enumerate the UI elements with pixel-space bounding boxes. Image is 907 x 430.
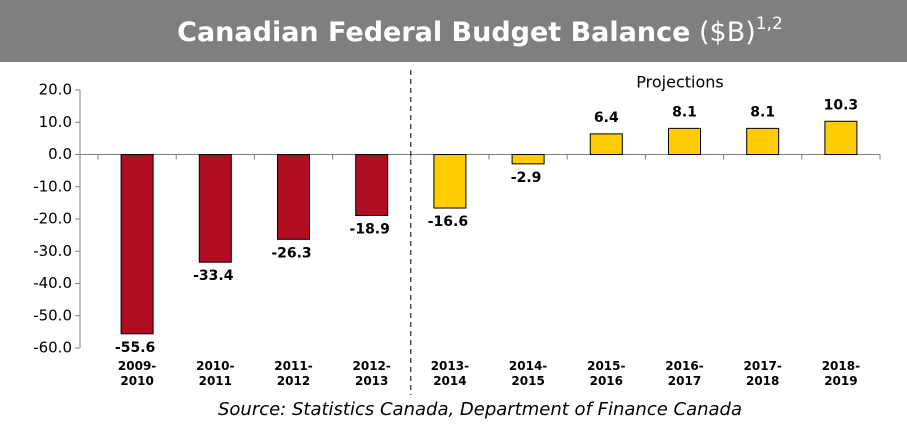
chart-title: Canadian Federal Budget Balance <box>177 17 690 48</box>
bar <box>589 133 623 155</box>
value-label: -16.6 <box>428 214 468 230</box>
x-tick-label: 2018-2019 <box>822 359 860 388</box>
y-tick-label: -40.0 <box>33 274 72 292</box>
value-label: 6.4 <box>594 110 619 126</box>
value-label: 8.1 <box>672 104 697 120</box>
value-label: 8.1 <box>750 104 775 120</box>
chart-title-group: Canadian Federal Budget Balance ($B)1,2 <box>177 14 783 48</box>
bar <box>746 127 780 156</box>
bar <box>355 154 389 216</box>
value-label: -2.9 <box>511 170 542 186</box>
title-unit: ($B) <box>699 17 756 48</box>
y-tick-label: -50.0 <box>33 306 72 324</box>
annotation: Projections <box>636 73 723 92</box>
x-tick-label: 2010-2011 <box>196 359 234 388</box>
value-label: -26.3 <box>271 245 311 261</box>
y-tick-label: 20.0 <box>39 81 72 99</box>
value-label: -18.9 <box>350 221 390 237</box>
x-tick-label: 2016-2017 <box>665 359 703 388</box>
x-tick-label: 2017-2018 <box>744 359 782 388</box>
bar <box>668 127 701 156</box>
y-tick-label: 10.0 <box>39 113 72 131</box>
x-tick-label: 2013-2014 <box>431 359 469 388</box>
x-tick-label: 2014-2015 <box>509 359 547 388</box>
y-tick-label: -20.0 <box>33 210 72 228</box>
title-banner <box>0 0 907 62</box>
value-label: -55.6 <box>115 340 155 356</box>
x-tick-label: 2015-2016 <box>587 359 625 388</box>
source: Source: Statistics Canada, Department of… <box>218 399 742 420</box>
bar <box>511 154 545 165</box>
y-tick-label: -10.0 <box>33 177 72 195</box>
y-tick-label: 0.0 <box>48 145 72 163</box>
x-tick-label: 2011-2012 <box>274 359 312 388</box>
bar <box>120 154 154 335</box>
value-label: -33.4 <box>193 268 234 284</box>
x-tick-label: 2012-2013 <box>353 359 391 388</box>
x-tick-label: 2009-2010 <box>118 359 156 388</box>
bar <box>433 154 467 209</box>
y-tick-label: -60.0 <box>33 339 72 357</box>
bar <box>198 154 232 263</box>
bar <box>277 154 310 240</box>
title-superscript: 1,2 <box>756 14 783 34</box>
value-label: 10.3 <box>824 97 859 113</box>
bar <box>824 120 858 155</box>
y-tick-label: -30.0 <box>33 242 72 260</box>
